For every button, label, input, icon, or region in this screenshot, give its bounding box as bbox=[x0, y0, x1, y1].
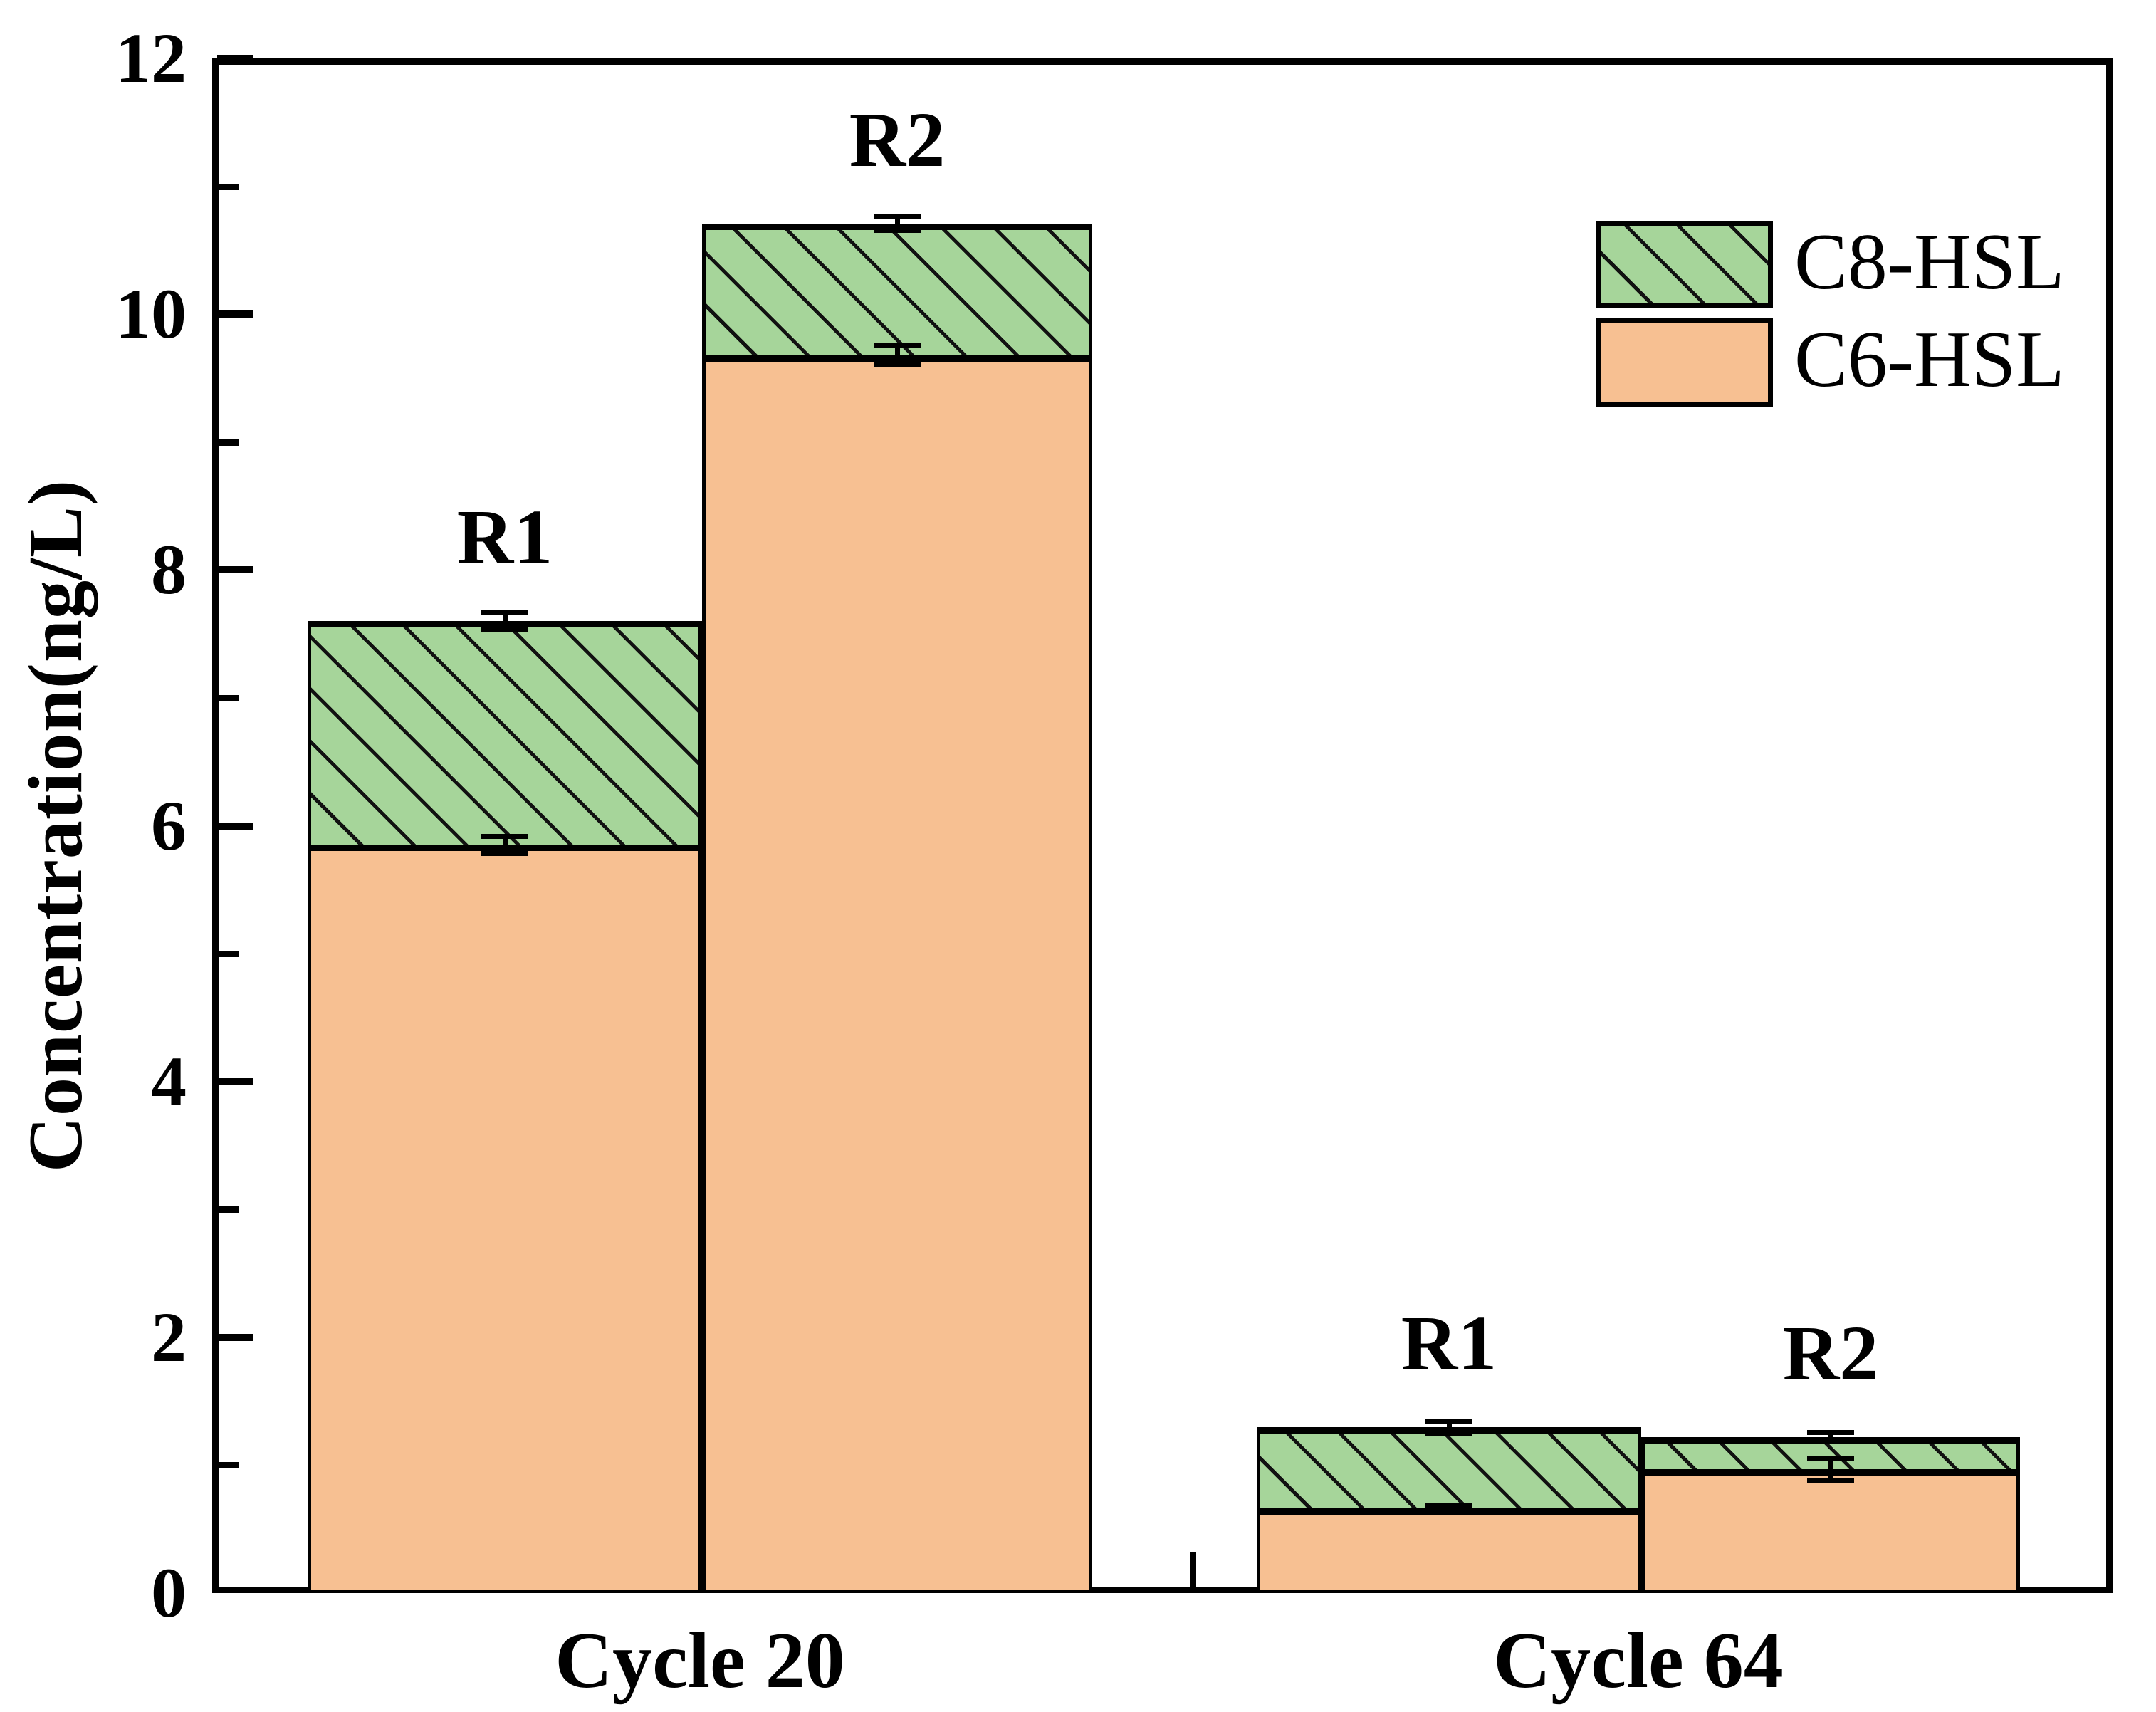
legend-swatch-c6-solid-icon bbox=[1596, 318, 1773, 407]
x-group-divider-tick bbox=[1190, 1552, 1196, 1587]
legend-label-c6: C6-HSL bbox=[1794, 315, 2065, 404]
y-tick-label: 2 bbox=[151, 1297, 187, 1377]
y-tick-label: 12 bbox=[115, 19, 187, 98]
bar-label-r1: R1 bbox=[1401, 1299, 1497, 1387]
error-bar-stem bbox=[894, 215, 900, 231]
error-bar-cap-bottom bbox=[1425, 1430, 1472, 1436]
error-bar-cap-bottom bbox=[874, 228, 921, 234]
y-tick-label: 0 bbox=[151, 1553, 187, 1632]
error-bar-stem bbox=[894, 345, 900, 365]
y-minor-tick bbox=[217, 694, 239, 701]
y-tick-label: 6 bbox=[151, 785, 187, 865]
y-major-tick bbox=[217, 822, 253, 830]
legend-swatch-c8-hatched-icon bbox=[1596, 221, 1773, 308]
error-bar-cap-top bbox=[874, 343, 921, 348]
y-tick-label: 8 bbox=[151, 530, 187, 610]
legend-label-c8: C8-HSL bbox=[1794, 218, 2065, 306]
error-bar-stem bbox=[1446, 1420, 1452, 1434]
error-bar-stem bbox=[1446, 1505, 1452, 1513]
error-bar-stem bbox=[1828, 1431, 1833, 1443]
y-major-tick bbox=[217, 1333, 253, 1341]
error-bar-stem bbox=[502, 612, 508, 630]
bar-segment-c6-hsl bbox=[1641, 1468, 2020, 1593]
error-bar-cap-bottom bbox=[1807, 1477, 1854, 1483]
y-minor-tick bbox=[217, 183, 239, 190]
y-major-tick bbox=[217, 1077, 253, 1085]
error-bar-stem bbox=[502, 835, 508, 854]
bar-label-r2: R2 bbox=[1782, 1309, 1879, 1397]
error-bar-cap-bottom bbox=[874, 362, 921, 367]
y-minor-tick bbox=[217, 439, 239, 446]
error-bar-cap-top bbox=[481, 610, 528, 615]
error-bar-cap-top bbox=[1425, 1418, 1472, 1424]
bar-segment-c8-hsl bbox=[1257, 1426, 1641, 1509]
error-bar-cap-bottom bbox=[1425, 1509, 1472, 1515]
bar-segment-c6-hsl bbox=[1257, 1508, 1641, 1593]
plot-area-frame bbox=[212, 58, 2113, 1593]
error-bar-cap-top bbox=[874, 213, 921, 219]
x-category-label-cycle64: Cycle 64 bbox=[1493, 1617, 1784, 1705]
bar-segment-c6-hsl bbox=[702, 355, 1092, 1593]
y-major-tick bbox=[217, 566, 253, 574]
y-tick-label: 10 bbox=[115, 274, 187, 354]
error-bar-cap-top bbox=[481, 833, 528, 839]
y-tick-label: 4 bbox=[151, 1041, 187, 1121]
bar-label-r2: R2 bbox=[849, 95, 946, 183]
error-bar-cap-top bbox=[1807, 1455, 1854, 1461]
x-category-label-cycle20: Cycle 20 bbox=[555, 1617, 845, 1705]
y-major-tick bbox=[217, 55, 253, 62]
error-bar-cap-top bbox=[1425, 1503, 1472, 1508]
y-minor-tick bbox=[217, 1206, 239, 1213]
bar-segment-c8-hsl bbox=[308, 621, 702, 845]
y-minor-tick bbox=[217, 1462, 239, 1469]
y-minor-tick bbox=[217, 951, 239, 958]
error-bar-cap-bottom bbox=[481, 627, 528, 632]
bar-label-r1: R1 bbox=[456, 494, 553, 581]
error-bar-cap-bottom bbox=[1807, 1439, 1854, 1445]
error-bar-cap-top bbox=[1807, 1429, 1854, 1435]
error-bar-cap-bottom bbox=[481, 851, 528, 856]
y-major-tick bbox=[217, 310, 253, 318]
error-bar-stem bbox=[1828, 1457, 1833, 1481]
bar-segment-c6-hsl bbox=[308, 845, 702, 1593]
bar-segment-c8-hsl bbox=[702, 223, 1092, 355]
